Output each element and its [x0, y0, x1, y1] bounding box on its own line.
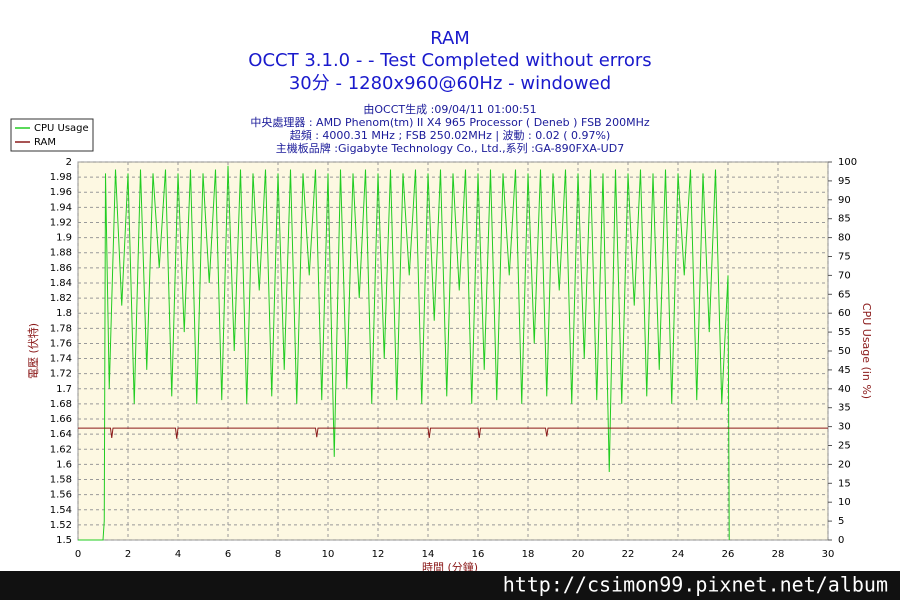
y-tick-label: 1.9	[56, 233, 72, 244]
y2-tick-label: 80	[838, 233, 851, 244]
y-tick-label: 1.96	[50, 187, 72, 198]
y2-tick-label: 10	[838, 497, 851, 508]
y-tick-label: 1.94	[50, 202, 72, 213]
legend: CPU Usage RAM	[10, 118, 94, 152]
y2-tick-label: 75	[838, 252, 851, 263]
y-tick-label: 1.62	[50, 444, 72, 455]
y2-tick-label: 40	[838, 384, 851, 395]
x-tick-label: 6	[225, 549, 231, 560]
y-tick-label: 1.76	[50, 338, 72, 349]
x-tick-label: 8	[275, 549, 281, 560]
chart-title: OCCT 3.1.0 - - Test Completed without er…	[248, 50, 651, 71]
y-tick-label: 1.54	[50, 505, 72, 516]
y2-tick-label: 0	[838, 535, 844, 546]
x-tick-label: 22	[622, 549, 635, 560]
x-tick-label: 16	[472, 549, 485, 560]
y2-tick-label: 95	[838, 176, 851, 187]
y2-tick-label: 35	[838, 403, 851, 414]
y2-tick-label: 50	[838, 346, 851, 357]
x-tick-label: 30	[822, 549, 835, 560]
data-line	[78, 427, 828, 439]
y-tick-label: 1.86	[50, 263, 72, 274]
y-tick-label: 1.88	[50, 248, 72, 259]
legend-box	[10, 118, 94, 152]
y-tick-label: 1.82	[50, 293, 72, 304]
y-tick-label: 1.64	[50, 429, 72, 440]
x-axis-label: 時間 (分鐘)	[422, 560, 478, 574]
y2-tick-label: 100	[838, 157, 857, 168]
watermark: http://csimon99.pixnet.net/album	[503, 573, 888, 597]
y2-tick-label: 45	[838, 365, 851, 376]
data-line	[78, 165, 730, 541]
y2-tick-label: 30	[838, 422, 851, 433]
y-tick-label: 1.98	[50, 172, 72, 183]
info-line: 中央處理器 : AMD Phenom(tm) II X4 965 Process…	[250, 115, 650, 129]
y2-tick-label: 65	[838, 289, 851, 300]
y-tick-label: 1.72	[50, 369, 72, 380]
x-tick-label: 26	[722, 549, 735, 560]
x-tick-label: 28	[772, 549, 785, 560]
plot-area	[77, 161, 829, 541]
y-tick-label: 1.78	[50, 323, 72, 334]
y-tick-label: 1.84	[50, 278, 72, 289]
x-tick-label: 20	[572, 549, 585, 560]
y-tick-label: 1.56	[50, 490, 72, 501]
y2-tick-label: 25	[838, 441, 851, 452]
y2-tick-label: 70	[838, 270, 851, 281]
y-tick-label: 2	[66, 157, 72, 168]
chart-title: 30分 - 1280x960@60Hz - windowed	[289, 73, 611, 94]
info-line: 主機板品牌 :Gigabyte Technology Co., Ltd.,系列 …	[276, 141, 624, 155]
y2-tick-label: 15	[838, 478, 851, 489]
y-tick-label: 1.5	[56, 535, 72, 546]
y-tick-label: 1.6	[56, 459, 72, 470]
x-tick-label: 10	[322, 549, 335, 560]
legend-label: RAM	[34, 137, 56, 148]
y-tick-label: 1.74	[50, 354, 72, 365]
info-line: 超頻 : 4000.31 MHz ; FSB 250.02MHz | 波動 : …	[290, 128, 611, 142]
watermark-bar	[0, 571, 900, 600]
y-tick-label: 1.66	[50, 414, 72, 425]
x-tick-label: 12	[372, 549, 385, 560]
y2-tick-label: 5	[838, 516, 844, 527]
y2-tick-label: 90	[838, 195, 851, 206]
y-tick-label: 1.52	[50, 520, 72, 531]
y2-tick-label: 85	[838, 214, 851, 225]
y-tick-label: 1.92	[50, 217, 72, 228]
y2-tick-label: 20	[838, 459, 851, 470]
x-tick-label: 2	[125, 549, 131, 560]
x-tick-label: 0	[75, 549, 81, 560]
y-axis-label: 電壓 (伏特)	[26, 323, 40, 379]
x-tick-label: 24	[672, 549, 685, 560]
y-tick-label: 1.8	[56, 308, 72, 319]
y-tick-label: 1.7	[56, 384, 72, 395]
y2-axis-label: CPU Usage (in %)	[860, 303, 873, 399]
legend-label: CPU Usage	[34, 123, 89, 134]
y2-tick-label: 60	[838, 308, 851, 319]
x-tick-label: 4	[175, 549, 181, 560]
y-tick-label: 1.58	[50, 475, 72, 486]
y2-tick-label: 55	[838, 327, 851, 338]
x-tick-label: 18	[522, 549, 535, 560]
info-line: 由OCCT生成 :09/04/11 01:00:51	[363, 102, 536, 116]
chart-title: RAM	[430, 28, 470, 49]
y-tick-label: 1.68	[50, 399, 72, 410]
x-tick-label: 14	[422, 549, 435, 560]
